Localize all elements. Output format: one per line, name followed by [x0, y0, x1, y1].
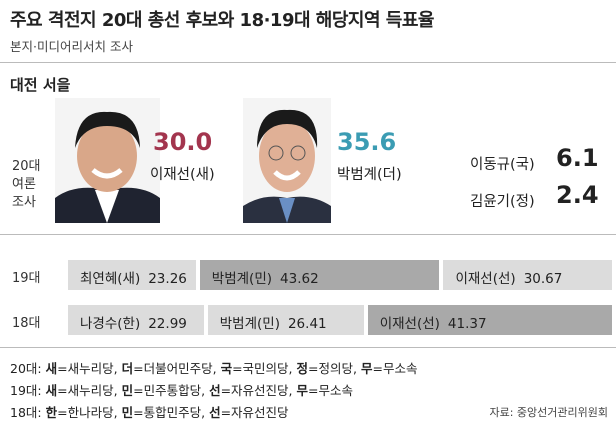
- bar-label: 이재선(선) 41.37: [380, 312, 487, 332]
- legend-item: 새=새누리당,: [46, 383, 118, 398]
- legend-text: =정의당,: [308, 361, 357, 376]
- legend-abbr: 무: [296, 383, 309, 398]
- poll-value: 35.6: [337, 128, 397, 156]
- legend-abbr: 무: [361, 361, 373, 376]
- bar-label: 박범계(민) 26.41: [220, 312, 327, 332]
- divider: [0, 347, 616, 348]
- candidate-name: 김윤기(정): [470, 194, 535, 210]
- poll-label-line: 조사: [12, 195, 36, 210]
- subtitle: 본지·미디어리서치 조사: [10, 39, 133, 54]
- legend-abbr: 더: [121, 361, 134, 376]
- legend-line: 20대: 새=새누리당, 더=더불어민주당, 국=국민의당, 정=정의당, 무=무소속: [10, 358, 418, 377]
- legend-item: 무=무소속: [297, 383, 354, 398]
- legend-item: 선=자유선진당,: [209, 383, 292, 398]
- legend-text: =자유선진당,: [220, 383, 293, 398]
- legend-text: =무소속: [372, 361, 418, 376]
- candidate-photo: [55, 98, 160, 223]
- legend-item: 민=통합민주당,: [122, 405, 205, 420]
- legend-text: =더불어민주당,: [133, 361, 217, 376]
- source: 자료: 중앙선거관리위원회: [489, 406, 608, 419]
- legend-abbr: 민: [121, 405, 134, 420]
- legend-item: 선=자유선진당: [209, 405, 289, 420]
- legend-abbr: 새: [45, 361, 58, 376]
- district: 대전 서을: [10, 76, 71, 94]
- legend-label: 18대:: [10, 405, 42, 420]
- vote-share: 41.37: [447, 316, 487, 332]
- bar-segment: [367, 305, 612, 335]
- bar-label: 박범계(민) 43.62: [212, 267, 319, 287]
- legend-text: =자유선진당: [220, 405, 289, 420]
- candidate-name: 최연혜(새): [80, 271, 141, 287]
- vote-share: 30.67: [523, 271, 563, 287]
- legend-abbr: 선: [209, 405, 221, 420]
- legend-item: 새=새누리당,: [46, 361, 118, 376]
- legend-text: =새누리당,: [57, 361, 118, 376]
- legend-label: 19대:: [10, 383, 42, 398]
- poll-label-line: 여론: [12, 177, 36, 192]
- legend-text: =국민의당,: [232, 361, 293, 376]
- row-label: 19대: [12, 271, 41, 286]
- legend-item: 한=한나라당,: [46, 405, 118, 420]
- legend-abbr: 새: [45, 383, 58, 398]
- bar-segment: [207, 305, 364, 335]
- poll-value: 6.1: [556, 144, 599, 172]
- legend-item: 민=민주통합당,: [122, 383, 205, 398]
- legend-abbr: 정: [296, 361, 309, 376]
- bar-segment: [68, 305, 204, 335]
- legend-text: =한나라당,: [57, 405, 118, 420]
- vote-share: 22.99: [148, 316, 187, 332]
- legend-text: =새누리당,: [57, 383, 118, 398]
- candidate-name: 이동규(국): [470, 157, 535, 173]
- candidate-name: 박범계(더): [337, 167, 402, 183]
- legend-text: =민주통합당,: [133, 383, 206, 398]
- candidate-name: 이재선(새): [150, 167, 215, 183]
- legend-item: 무=무소속: [361, 361, 418, 376]
- legend-item: 국=국민의당,: [221, 361, 293, 376]
- legend-abbr: 선: [209, 383, 221, 398]
- vote-share: 43.62: [280, 271, 319, 287]
- legend-label: 20대:: [10, 361, 42, 376]
- candidate-name: 이재선(선): [379, 316, 440, 332]
- legend-item: 정=정의당,: [297, 361, 357, 376]
- vote-share: 26.41: [287, 316, 327, 332]
- title: 주요 격전지 20대 총선 후보와 18·19대 해당지역 득표율: [10, 10, 435, 31]
- candidate-name: 나경수(한): [80, 316, 141, 332]
- legend-text: =무소속: [308, 383, 354, 398]
- poll-value: 30.0: [153, 128, 213, 156]
- bar-segment: [68, 260, 196, 290]
- divider: [0, 234, 616, 235]
- candidate-photo: [243, 98, 331, 223]
- divider: [0, 62, 616, 63]
- legend-item: 더=더불어민주당,: [122, 361, 217, 376]
- legend-abbr: 국: [220, 361, 233, 376]
- bar-label: 이재선(선) 30.67: [455, 267, 562, 287]
- legend-line: 19대: 새=새누리당, 민=민주통합당, 선=자유선진당, 무=무소속: [10, 380, 353, 399]
- legend-line: 18대: 한=한나라당, 민=통합민주당, 선=자유선진당: [10, 402, 289, 421]
- bar-segment: [199, 260, 440, 290]
- legend-abbr: 한: [45, 405, 58, 420]
- poll-label: 20대 여론 조사: [12, 158, 41, 212]
- poll-value: 2.4: [556, 181, 599, 209]
- bar-label: 최연혜(새) 23.26: [80, 267, 187, 287]
- candidate-name: 이재선(선): [455, 271, 516, 287]
- bar-segment: [443, 260, 612, 290]
- candidate-name: 박범계(민): [219, 316, 280, 332]
- poll-label-line: 20대: [12, 159, 41, 174]
- vote-share: 23.26: [148, 271, 187, 287]
- candidate-name: 박범계(민): [211, 271, 273, 287]
- legend-text: =통합민주당,: [133, 405, 206, 420]
- row-label: 18대: [12, 316, 41, 331]
- legend-abbr: 민: [121, 383, 134, 398]
- bar-label: 나경수(한) 22.99: [80, 312, 187, 332]
